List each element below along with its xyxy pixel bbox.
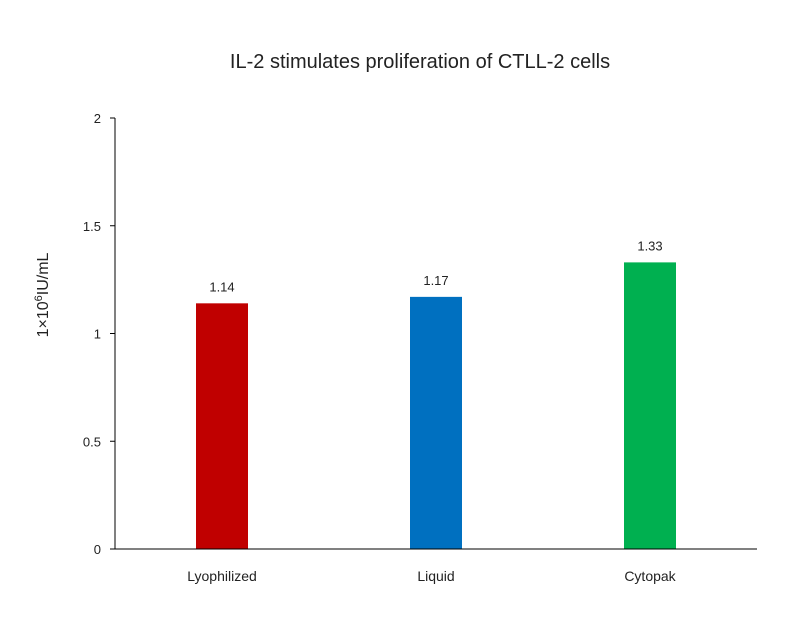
data-label-cytopak: 1.33 [637, 238, 662, 253]
y-axis-label-superscript: 6 [33, 295, 45, 301]
bars-group: 1.14 1.17 1.33 [196, 238, 676, 549]
y-axis-label-suffix: IU/mL [35, 252, 52, 295]
bar-liquid [410, 296, 462, 549]
x-category-label: Cytopak [624, 568, 676, 584]
chart-title: IL-2 stimulates proliferation of CTLL-2 … [230, 51, 610, 73]
y-axis-label-prefix: 1×10 [35, 301, 52, 337]
y-ticks-group: 0 0.5 1 1.5 2 [83, 111, 115, 557]
y-axis-label: 1×106IU/mL [33, 252, 52, 337]
x-categories-group: Lyophilized Liquid Cytopak [187, 568, 676, 584]
bar-lyophilized [196, 303, 248, 549]
data-label-lyophilized: 1.14 [209, 279, 234, 294]
bar-cytopak [624, 262, 676, 549]
x-category-label: Lyophilized [187, 568, 257, 584]
y-tick-label: 1 [94, 327, 101, 342]
y-tick-label: 0.5 [83, 434, 101, 449]
data-label-liquid: 1.17 [423, 273, 448, 288]
y-tick-label: 2 [94, 111, 101, 126]
y-tick-label: 1.5 [83, 219, 101, 234]
y-tick-label: 0 [94, 542, 101, 557]
x-category-label: Liquid [417, 568, 454, 584]
